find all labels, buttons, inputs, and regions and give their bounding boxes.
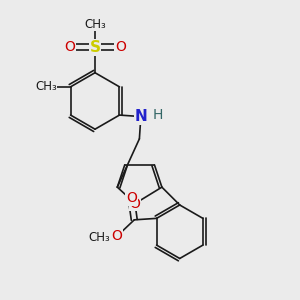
Text: CH₃: CH₃ (35, 80, 57, 93)
Text: O: O (64, 40, 75, 55)
Text: O: O (115, 40, 126, 55)
Text: H: H (153, 108, 163, 122)
Text: CH₃: CH₃ (88, 231, 110, 244)
Text: O: O (126, 191, 137, 206)
Text: O: O (130, 196, 141, 211)
Text: O: O (112, 229, 122, 243)
Text: CH₃: CH₃ (84, 18, 106, 31)
Text: N: N (134, 109, 147, 124)
Text: S: S (89, 40, 100, 55)
